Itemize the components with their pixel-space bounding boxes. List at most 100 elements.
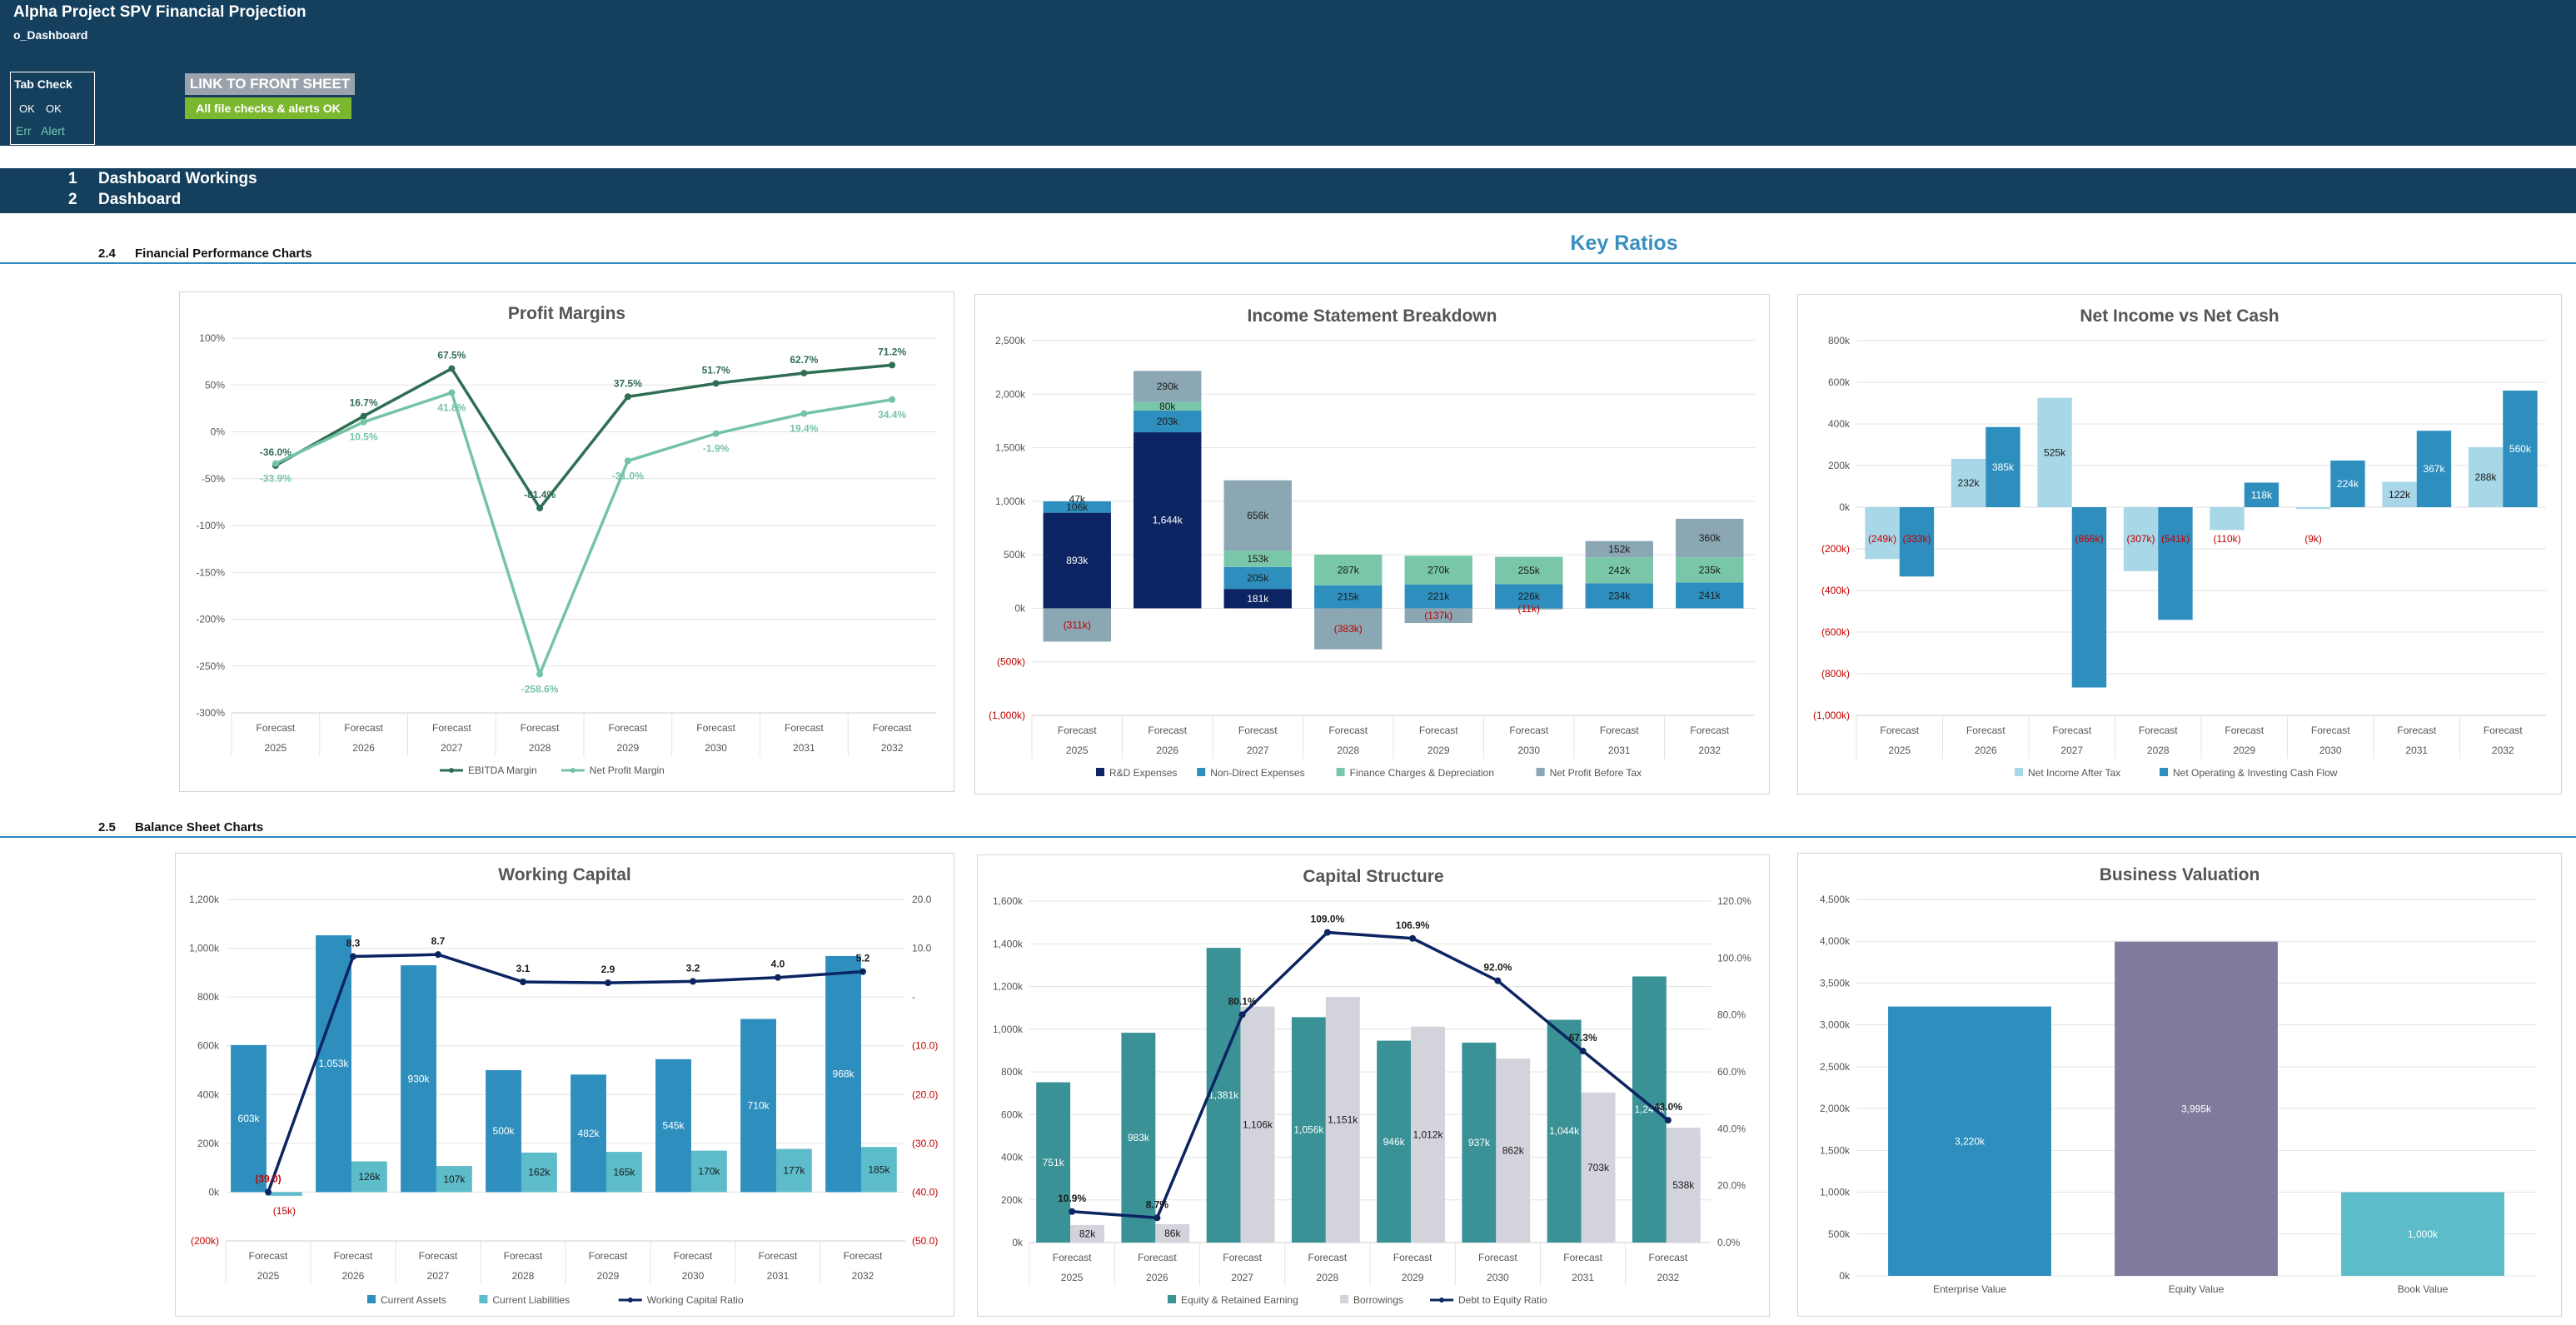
section-number: 2.4: [98, 247, 116, 261]
capstr-bar: [1121, 1033, 1156, 1243]
income-bar-segment: [1495, 556, 1563, 585]
y-tick-label: -300%: [196, 707, 225, 719]
net-profit-margin-point: [624, 457, 631, 465]
netinc-bar: [1899, 507, 1935, 577]
capstr-data-label: 538k: [1672, 1179, 1695, 1191]
link-to-front-sheet-button[interactable]: LINK TO FRONT SHEET: [185, 73, 355, 95]
y2-tick-label: 40.0%: [1717, 1123, 1746, 1134]
income-bar-segment: [1223, 480, 1292, 551]
section-balance-title: 2.5 Balance Sheet Charts: [98, 820, 263, 834]
x-tick-label: Forecast: [1509, 725, 1548, 736]
x-tick-label: Forecast: [1308, 1252, 1348, 1263]
income-data-label: (383k): [1334, 623, 1363, 635]
legend-swatch: [367, 1295, 376, 1303]
wc-ratio-label: 8.3: [346, 938, 361, 949]
y-tick-label: 400k: [1001, 1152, 1024, 1163]
x-tick-label: 2031: [1572, 1272, 1594, 1283]
wc-bar: [655, 1059, 691, 1193]
income-bar-segment: [1404, 555, 1472, 585]
income-data-label: 226k: [1518, 590, 1541, 602]
y2-tick-label: 120.0%: [1717, 895, 1751, 907]
y-tick-label: 400k: [197, 1088, 220, 1100]
net-profit-margin-point: [360, 418, 367, 426]
capstr-ratio-label: 10.9%: [1058, 1193, 1086, 1204]
netinc-bar: [2123, 507, 2159, 571]
capstr-ratio-label: 106.9%: [1396, 919, 1430, 931]
net-profit-margin-data-label: 19.4%: [790, 423, 818, 435]
legend-swatch: [479, 1295, 488, 1303]
x-tick-label: Forecast: [2484, 725, 2523, 736]
wc-ratio-label: (39.0): [255, 1173, 281, 1184]
wc-bar: [436, 1166, 472, 1193]
capstr-ratio-point: [1579, 1048, 1587, 1055]
valuation-bar: [2115, 941, 2278, 1276]
chart-capital-structure: Capital Structure 1,600k 1,400k 1,200k 1,00…: [977, 854, 1770, 1317]
income-bar-segment: [1314, 585, 1383, 609]
netinc-bar: [2158, 507, 2193, 620]
legend-label: Finance Charges & Depreciation: [1350, 767, 1494, 779]
wc-bar: [860, 1147, 897, 1193]
capstr-data-label: 937k: [1468, 1137, 1491, 1148]
capstr-bar: [1496, 1059, 1531, 1243]
net-profit-margin-line: [275, 391, 893, 679]
x-tick-label: 2032: [1698, 745, 1721, 756]
y-tick-label: 0k: [1012, 1237, 1024, 1248]
y-tick-label: 0k: [208, 1186, 220, 1198]
capstr-bar: [1240, 1006, 1275, 1243]
capstr-data-label: 946k: [1383, 1136, 1406, 1148]
tab-check-box: Tab Check OK OK Err Alert: [10, 72, 95, 145]
ebitda-margin-point: [536, 505, 544, 512]
ebitda-margin-data-label: 37.5%: [614, 377, 642, 389]
section-number: 2.5: [98, 820, 116, 834]
wc-ratio-label: 8.7: [431, 935, 446, 947]
x-tick-label: Forecast: [1223, 1252, 1262, 1263]
net-profit-margin-data-label: -33.9%: [260, 473, 291, 485]
wc-data-label: 930k: [408, 1073, 431, 1084]
y-tick-label: 2,000k: [995, 388, 1026, 400]
capstr-ratio-label: 80.1%: [1228, 995, 1257, 1007]
y2-tick-label: 20.0%: [1717, 1180, 1746, 1192]
netinc-data-label: (541k): [2161, 533, 2190, 545]
income-data-label: 241k: [1699, 590, 1721, 601]
ebitda-margin-point: [712, 380, 720, 387]
capstr-data-label: 86k: [1164, 1228, 1181, 1239]
capstr-data-label: 751k: [1043, 1157, 1065, 1168]
capstr-bar: [1411, 1026, 1445, 1243]
y-tick-label: 800k: [197, 991, 220, 1003]
income-data-label: 234k: [1608, 590, 1631, 601]
x-tick-label: Forecast: [521, 722, 560, 734]
wc-data-label: 107k: [443, 1173, 466, 1185]
x-tick-label: Forecast: [257, 722, 296, 734]
workbook-title: Alpha Project SPV Financial Projection: [13, 3, 306, 21]
income-bar-segment: [1043, 608, 1111, 642]
x-tick-label: 2027: [1231, 1272, 1253, 1283]
net-profit-margin-data-label: 41.8%: [437, 401, 466, 413]
y2-tick-label: (30.0): [912, 1138, 938, 1149]
wc-bar: [825, 955, 861, 1193]
capstr-ratio-line: [1071, 930, 1669, 1220]
net-income-plot: 800k 600k 400k 200k 0k (200k) (400k) (600k) (800…: [1813, 335, 2546, 779]
income-data-label: 255k: [1518, 565, 1541, 576]
x-tick-label: Forecast: [844, 1250, 883, 1262]
section-label: Financial Performance Charts: [135, 247, 312, 261]
netinc-bar: [2037, 397, 2072, 507]
y-tick-label: (600k): [1821, 626, 1850, 638]
x-tick-label: 2027: [2060, 745, 2083, 756]
income-bar-segment: [1585, 557, 1653, 584]
y-tick-label: 2,500k: [995, 335, 1026, 346]
x-tick-label: Forecast: [334, 1250, 373, 1262]
income-bar-segment: [1134, 371, 1202, 402]
y-tick-label: 200k: [1828, 460, 1851, 471]
wc-bar: [775, 1148, 812, 1193]
legend-swatch: [2160, 768, 2168, 776]
income-data-label: 205k: [1247, 572, 1269, 584]
x-tick-label: Forecast: [1478, 1252, 1517, 1263]
section-divider: [0, 262, 2576, 264]
income-bar-segment: [1043, 501, 1111, 513]
y-tick-label: 400k: [1828, 418, 1851, 430]
x-tick-label: 2026: [1156, 745, 1178, 756]
netinc-data-label: 232k: [1958, 477, 1981, 489]
y2-tick-label: (10.0): [912, 1040, 938, 1052]
y-tick-label: 1,600k: [993, 895, 1024, 907]
netinc-bar: [1865, 507, 1900, 560]
